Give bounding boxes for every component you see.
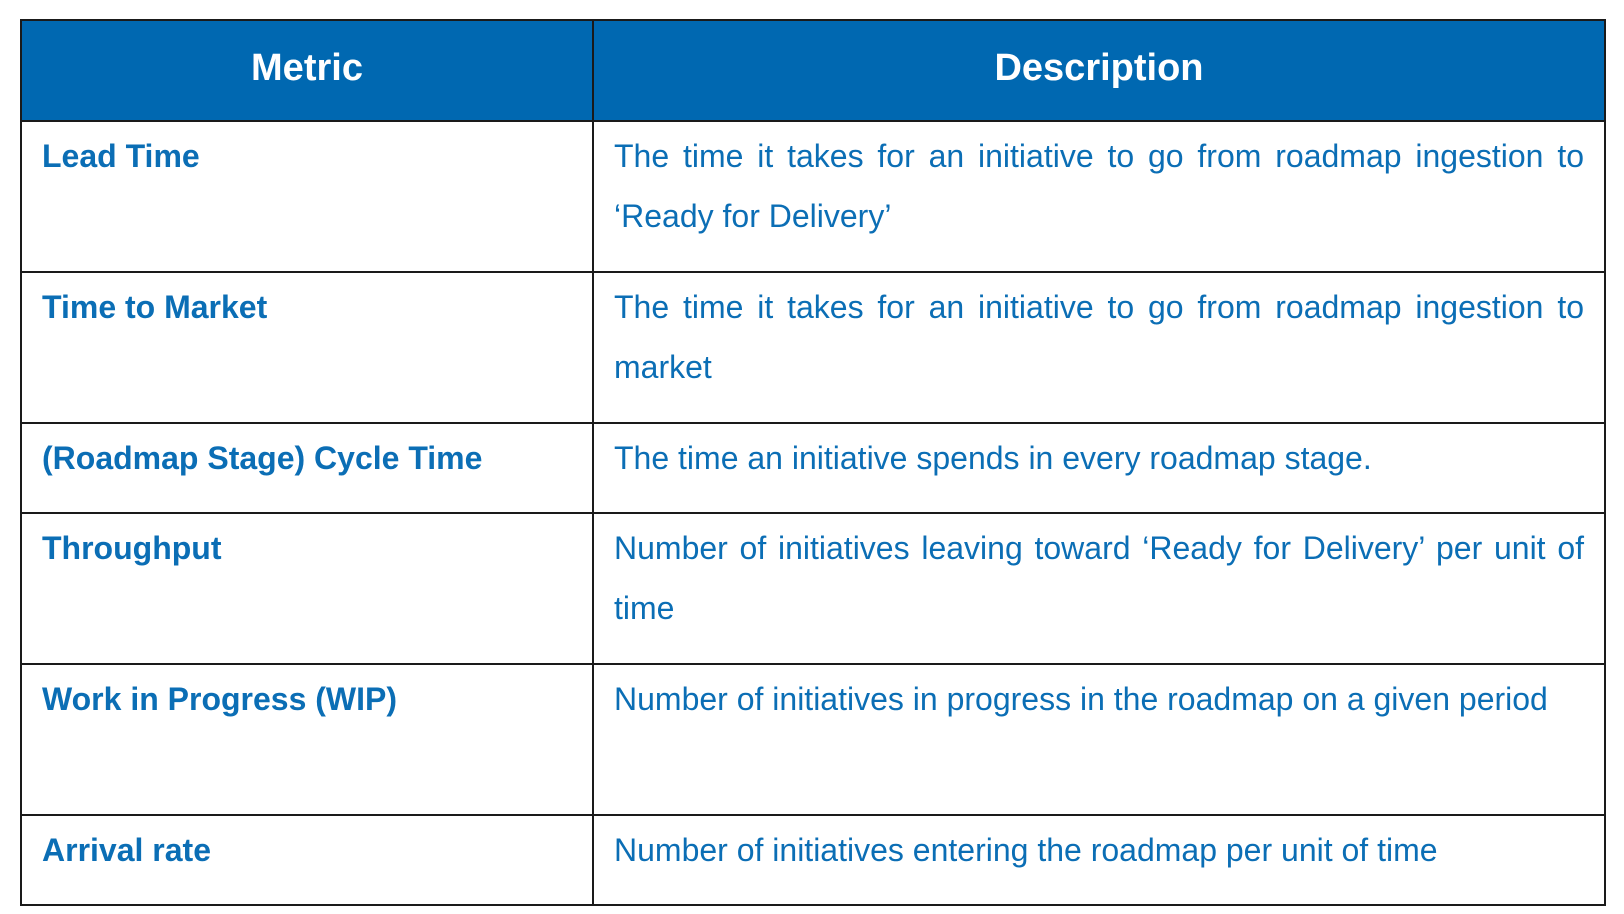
metrics-table: Metric Description Lead Time The time it… bbox=[20, 19, 1606, 906]
metric-name-cell: Arrival rate bbox=[20, 814, 594, 906]
table-row: Throughput Number of initiatives leaving… bbox=[20, 512, 1606, 665]
table-row: Time to Market The time it takes for an … bbox=[20, 271, 1606, 424]
metric-name-cell: Work in Progress (WIP) bbox=[20, 663, 594, 816]
metric-name-cell: Time to Market bbox=[20, 271, 594, 424]
metric-name-cell: Lead Time bbox=[20, 120, 594, 273]
metric-name-cell: (Roadmap Stage) Cycle Time bbox=[20, 422, 594, 514]
table-row: Lead Time The time it takes for an initi… bbox=[20, 120, 1606, 273]
metric-description-cell: Number of initiatives entering the roadm… bbox=[592, 814, 1606, 906]
column-header-metric: Metric bbox=[20, 19, 594, 122]
column-header-description: Description bbox=[592, 19, 1606, 122]
table-row: (Roadmap Stage) Cycle Time The time an i… bbox=[20, 422, 1606, 514]
metric-name-cell: Throughput bbox=[20, 512, 594, 665]
metric-description-cell: The time it takes for an initiative to g… bbox=[592, 120, 1606, 273]
table-row: Arrival rate Number of initiatives enter… bbox=[20, 814, 1606, 906]
metric-description-cell: The time it takes for an initiative to g… bbox=[592, 271, 1606, 424]
metric-description-cell: Number of initiatives in progress in the… bbox=[592, 663, 1606, 816]
metric-description-cell: The time an initiative spends in every r… bbox=[592, 422, 1606, 514]
table-row: Work in Progress (WIP) Number of initiat… bbox=[20, 663, 1606, 816]
table-header-row: Metric Description bbox=[20, 19, 1606, 122]
metric-description-cell: Number of initiatives leaving toward ‘Re… bbox=[592, 512, 1606, 665]
